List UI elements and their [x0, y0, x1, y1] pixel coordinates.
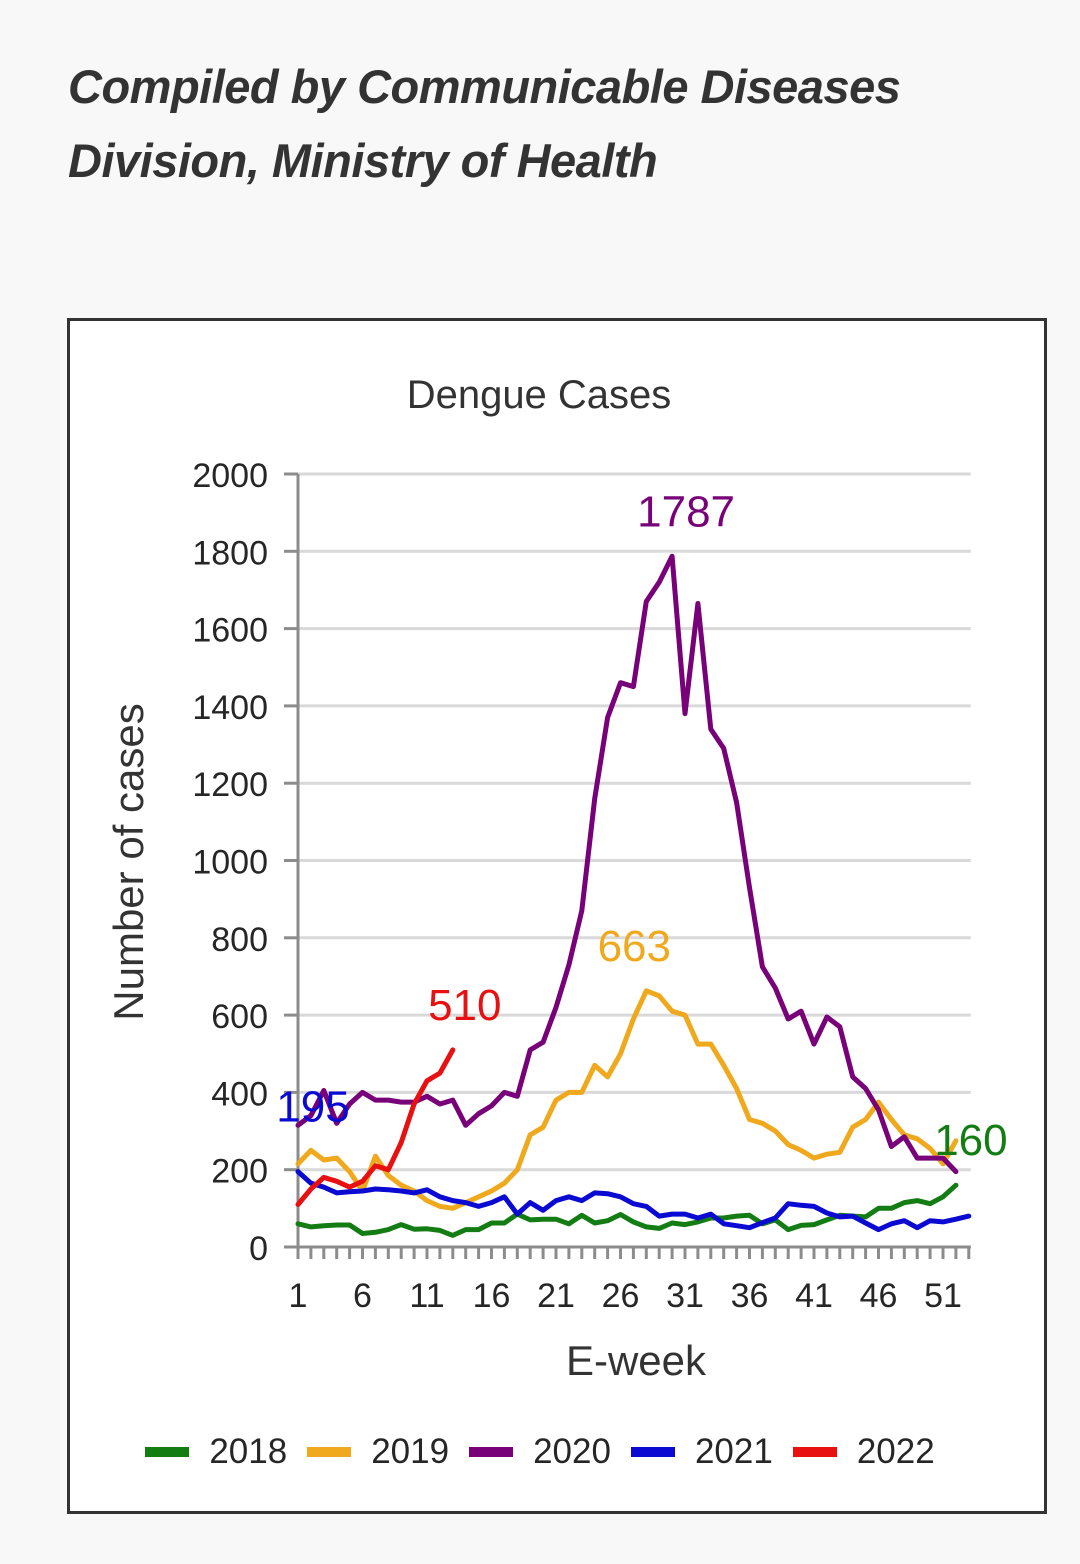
legend-item-2020: 2020 [469, 1432, 611, 1472]
gridlines [298, 472, 971, 1172]
y-tick-label: 1400 [192, 689, 268, 727]
x-tick-label: 21 [537, 1277, 575, 1315]
y-tick-label: 0 [249, 1230, 268, 1268]
x-tick-label: 46 [860, 1277, 898, 1315]
series-line-2021 [295, 1169, 972, 1233]
legend-item-2018: 2018 [145, 1432, 287, 1472]
y-tick-label: 800 [211, 921, 268, 959]
legend-label: 2022 [856, 1432, 935, 1471]
x-tick-label: 36 [731, 1277, 769, 1315]
x-tick-label: 41 [795, 1277, 833, 1315]
y-tick-label: 1600 [192, 612, 268, 650]
legend-swatch-icon [630, 1447, 675, 1457]
legend-item-2021: 2021 [630, 1432, 773, 1472]
x-tick-label: 16 [473, 1277, 511, 1315]
series-line-2020 [295, 553, 959, 1175]
x-tick-label: 31 [666, 1277, 704, 1315]
annotation-2022: 510 [428, 981, 501, 1030]
x-tick-label: 1 [289, 1277, 308, 1315]
legend-swatch-icon [145, 1447, 190, 1457]
x-tick-label: 11 [409, 1277, 444, 1315]
y-tick-label: 1000 [192, 844, 268, 882]
x-tick-label: 26 [602, 1277, 640, 1315]
x-tick-labels: 1 6 11 16 21 26 31 36 41 46 51 [289, 1277, 962, 1315]
y-tick-label: 400 [211, 1075, 268, 1113]
annotation-2021: 195 [276, 1083, 349, 1132]
legend-swatch-icon [469, 1447, 514, 1457]
source-caption: Compiled by Communicable Diseases Divisi… [68, 60, 901, 187]
legend-label: 2021 [694, 1432, 773, 1471]
series-line-2019 [295, 988, 959, 1211]
y-tick-label: 1200 [192, 766, 268, 804]
chart-legend: 2018 2019 2020 2021 2022 [0, 1432, 1080, 1472]
annotation-2019: 663 [598, 922, 671, 971]
legend-label: 2019 [371, 1432, 450, 1471]
x-tick-label: 6 [353, 1277, 372, 1315]
data-annotations: 1787 663 510 195 160 [276, 487, 1007, 1165]
x-tick-label: 51 [924, 1277, 962, 1315]
legend-swatch-icon [792, 1447, 837, 1457]
series-line-2022 [295, 1047, 456, 1207]
y-tick-label: 1800 [192, 534, 268, 572]
y-tick-labels: 0 200 400 600 800 1000 1200 1400 1600 1800 2000 [192, 457, 268, 1268]
chart-title: Dengue Cases [407, 373, 672, 417]
legend-label: 2020 [533, 1432, 611, 1471]
axes [284, 472, 971, 1259]
annotation-2018: 160 [934, 1116, 1007, 1165]
legend-swatch-icon [307, 1447, 352, 1457]
y-tick-label: 600 [211, 998, 268, 1036]
annotation-2020: 1787 [637, 487, 735, 536]
series-lines [295, 553, 972, 1238]
legend-label: 2018 [209, 1432, 288, 1471]
y-axis-label: Number of cases [105, 703, 152, 1020]
x-axis-label: E-week [566, 1337, 707, 1384]
chart-frame [67, 318, 1047, 1514]
legend-item-2019: 2019 [307, 1432, 449, 1472]
y-tick-label: 2000 [192, 457, 268, 495]
legend-item-2022: 2022 [792, 1432, 935, 1472]
y-tick-label: 200 [211, 1153, 268, 1191]
